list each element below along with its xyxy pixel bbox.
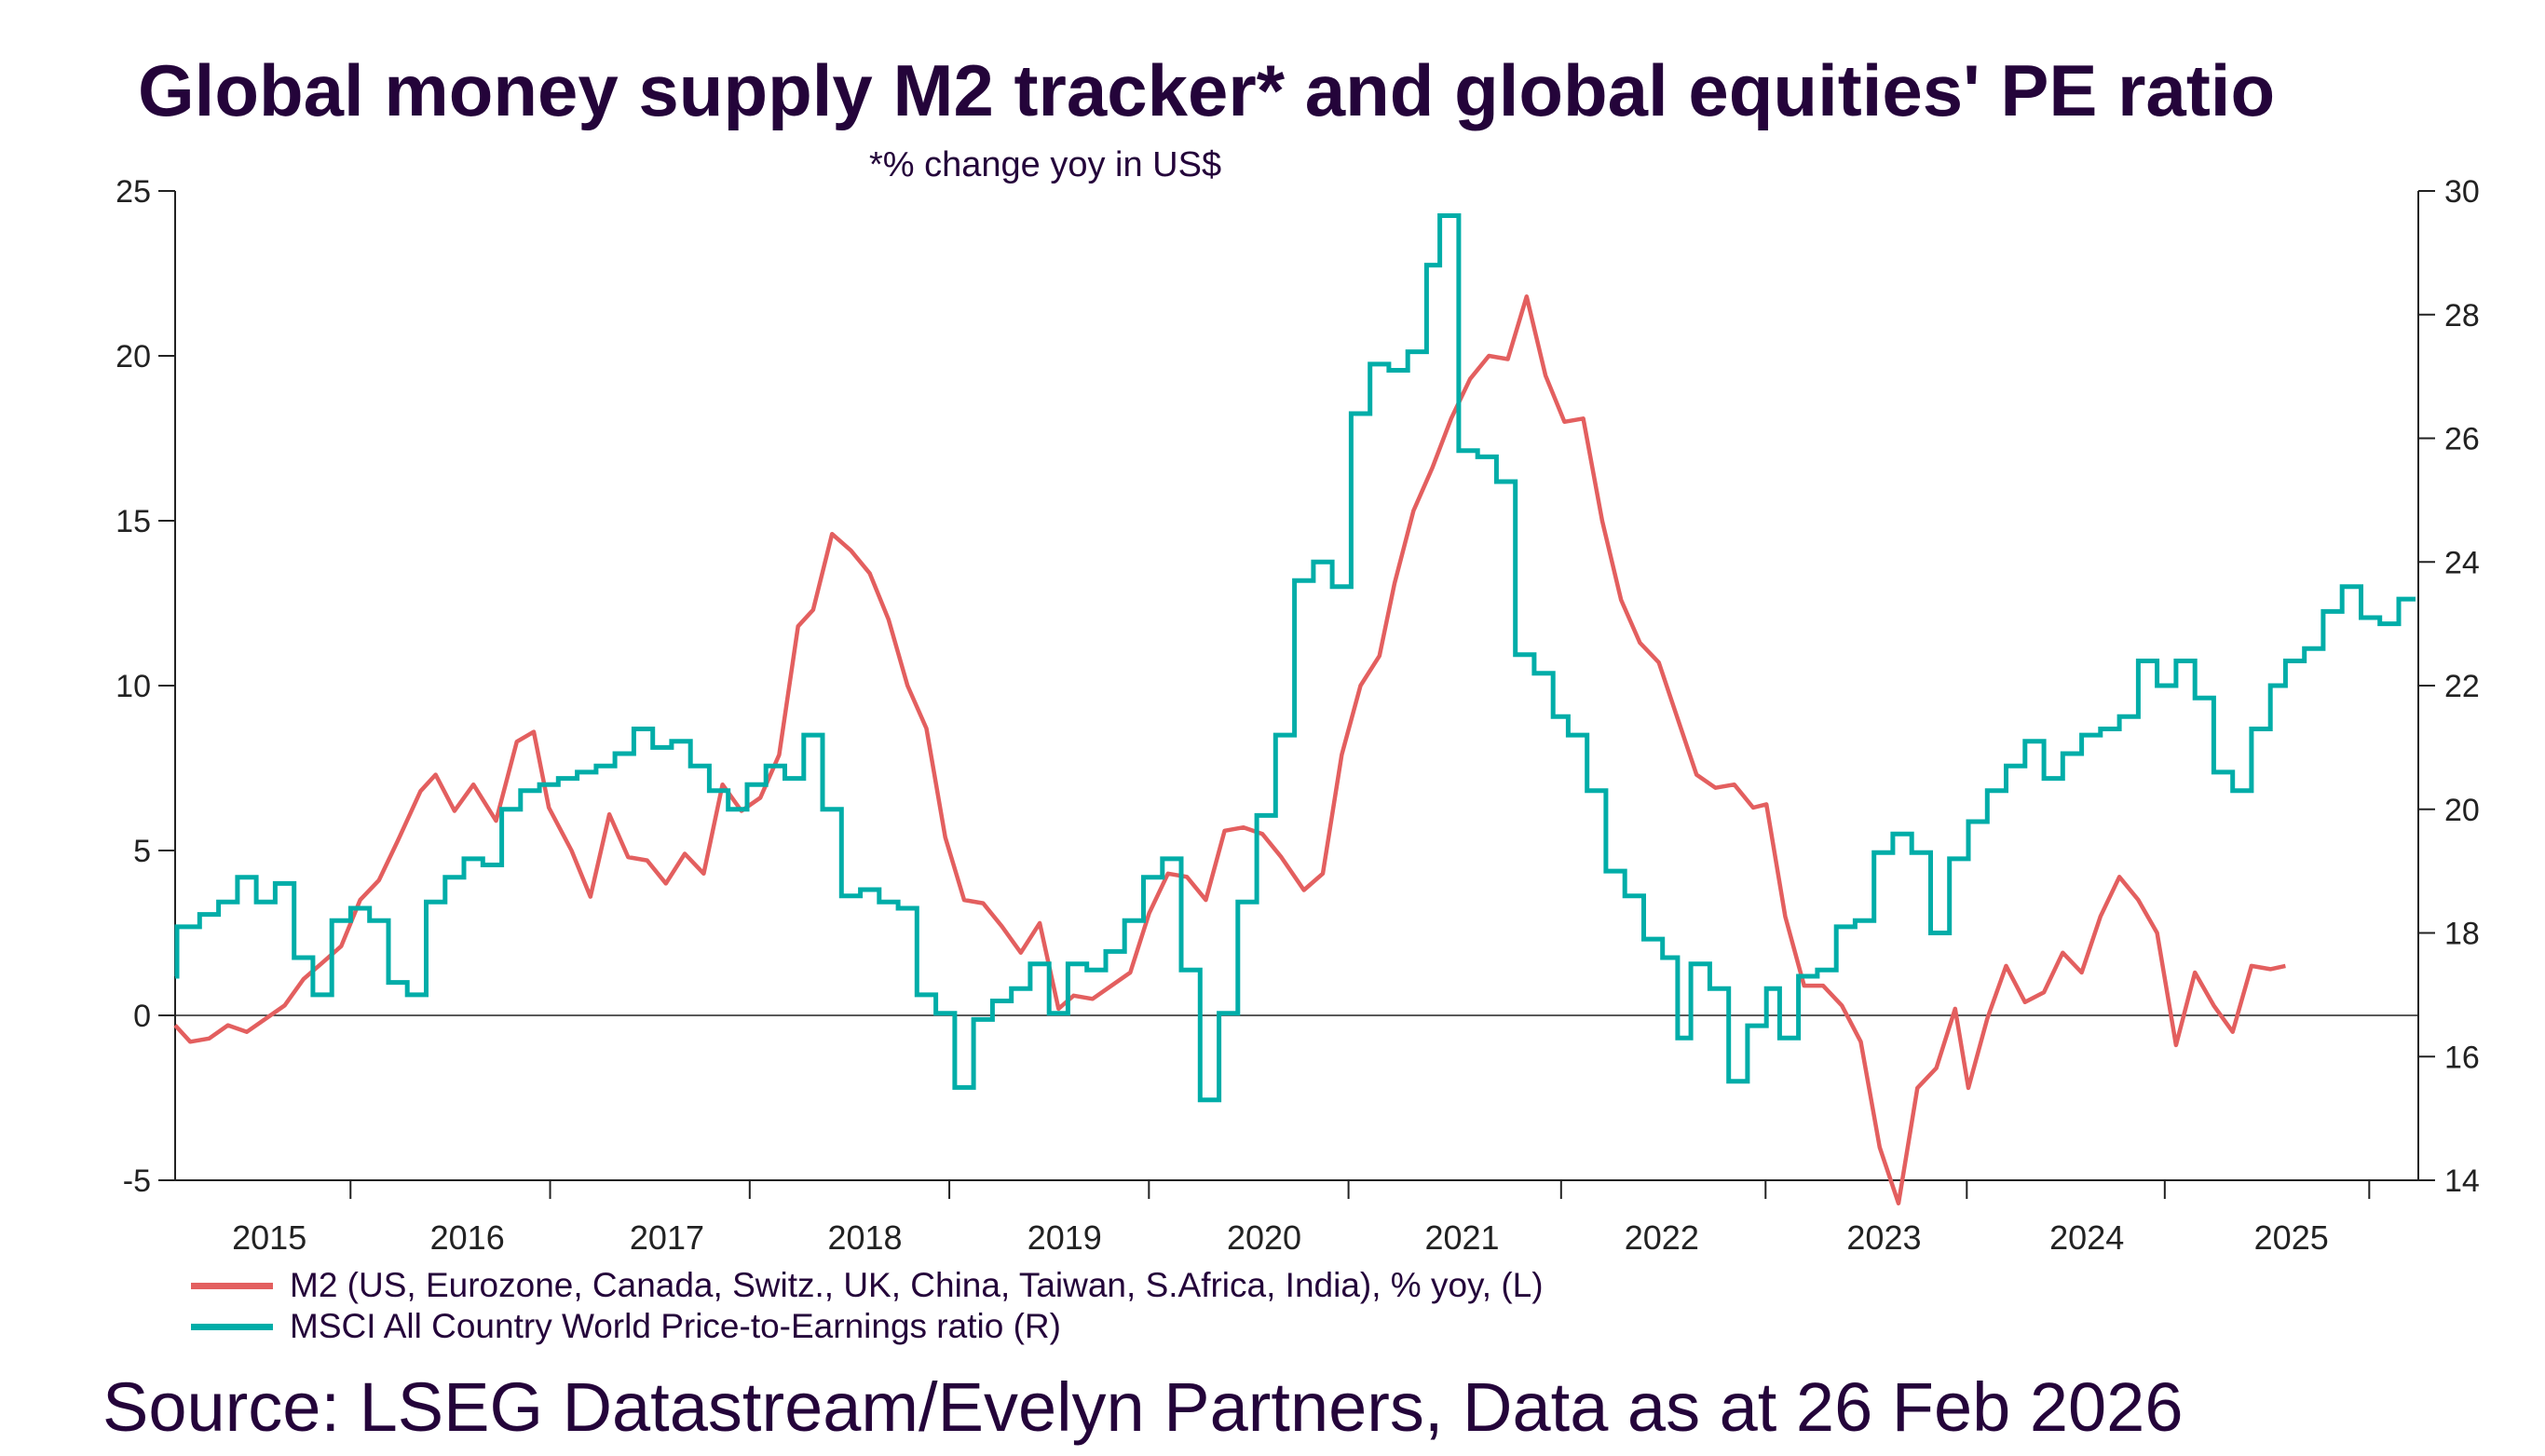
x-tick-label: 2019 (1028, 1218, 1102, 1257)
left-tick-label: 10 (116, 669, 151, 704)
right-tick-label: 18 (2444, 917, 2480, 952)
legend: M2 (US, Eurozone, Canada, Switz., UK, Ch… (191, 1265, 1544, 1347)
x-tick-label: 2017 (630, 1218, 704, 1257)
legend-item-pe: MSCI All Country World Price-to-Earnings… (191, 1306, 1544, 1347)
source-note: Source: LSEG Datastream/Evelyn Partners,… (102, 1368, 2184, 1446)
x-tick-label: 2024 (2049, 1218, 2124, 1257)
right-tick-label: 30 (2444, 174, 2480, 210)
x-tick-label: 2022 (1625, 1218, 1699, 1257)
legend-swatch-m2 (191, 1282, 273, 1289)
chart-subtitle: *% change yoy in US$ (869, 145, 1222, 184)
left-tick-label: 15 (116, 504, 151, 539)
legend-label-m2: M2 (US, Eurozone, Canada, Switz., UK, Ch… (290, 1266, 1544, 1304)
right-tick-label: 14 (2444, 1163, 2480, 1199)
pe-series-line (174, 213, 2416, 1103)
x-tick-label: 2018 (827, 1218, 902, 1257)
left-tick-label: 0 (133, 999, 151, 1034)
right-tick-label: 20 (2444, 793, 2480, 828)
x-tick-label: 2023 (1846, 1218, 1921, 1257)
legend-item-m2: M2 (US, Eurozone, Canada, Switz., UK, Ch… (191, 1265, 1544, 1306)
legend-label-pe: MSCI All Country World Price-to-Earnings… (290, 1307, 1061, 1345)
chart-title: Global money supply M2 tracker* and glob… (138, 49, 2276, 131)
x-tick-label: 2025 (2254, 1218, 2329, 1257)
x-tick-label: 2015 (232, 1218, 306, 1257)
left-tick-label: 25 (116, 174, 151, 210)
right-tick-label: 24 (2444, 545, 2480, 580)
m2-series-line (173, 294, 2286, 1206)
x-tick-label: 2020 (1227, 1218, 1301, 1257)
x-tick-label: 2021 (1424, 1218, 1499, 1257)
right-tick-label: 22 (2444, 669, 2480, 704)
left-tick-label: -5 (123, 1163, 151, 1199)
legend-swatch-pe (191, 1323, 273, 1330)
right-tick-label: 16 (2444, 1040, 2480, 1075)
left-tick-label: 20 (116, 339, 151, 374)
right-tick-label: 28 (2444, 298, 2480, 333)
x-tick-label: 2016 (430, 1218, 505, 1257)
right-tick-label: 26 (2444, 422, 2480, 457)
left-tick-label: 5 (133, 834, 151, 869)
